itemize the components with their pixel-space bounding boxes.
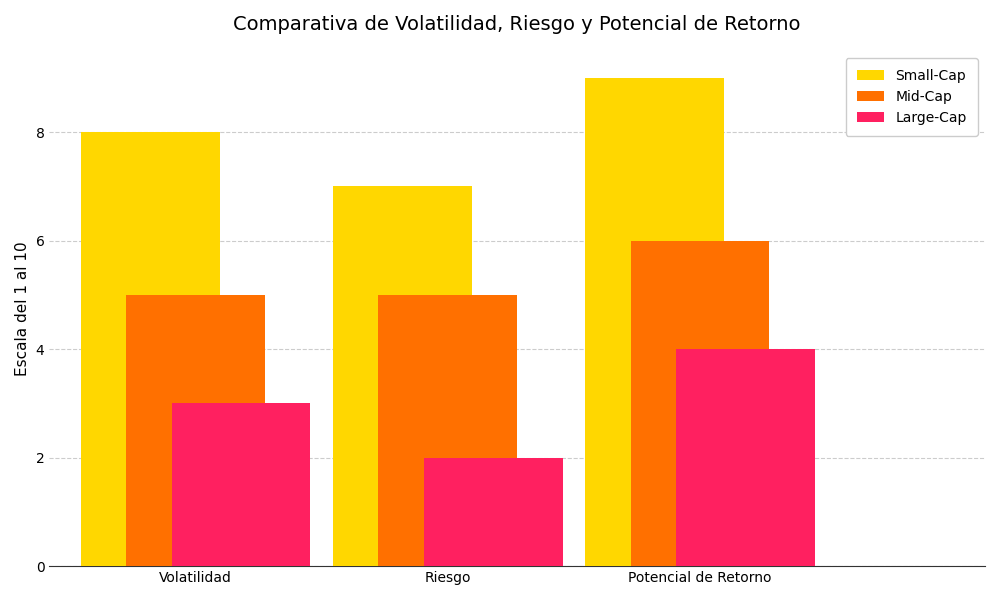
Title: Comparativa de Volatilidad, Riesgo y Potencial de Retorno: Comparativa de Volatilidad, Riesgo y Pot… (233, 15, 801, 34)
Bar (676, 349, 815, 566)
Bar (631, 241, 769, 566)
Bar (81, 132, 220, 566)
Bar (424, 458, 563, 566)
Bar (126, 295, 265, 566)
Bar (333, 187, 472, 566)
Bar (172, 403, 310, 566)
Y-axis label: Escala del 1 al 10: Escala del 1 al 10 (15, 241, 30, 376)
Legend: Small-Cap, Mid-Cap, Large-Cap: Small-Cap, Mid-Cap, Large-Cap (846, 58, 978, 136)
Bar (585, 78, 724, 566)
Bar (378, 295, 517, 566)
